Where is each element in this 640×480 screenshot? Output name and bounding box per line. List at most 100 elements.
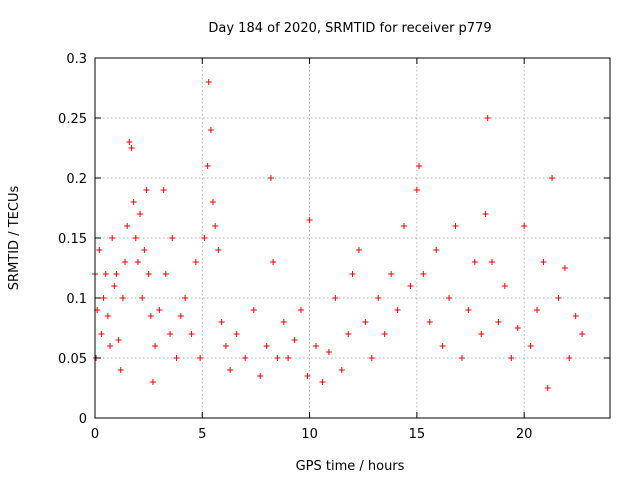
data-point [156,307,163,313]
data-point [227,367,234,373]
data-point [527,343,534,349]
x-tick-label: 0 [91,427,99,442]
data-point [285,355,292,361]
data-point [482,211,489,217]
data-point [113,271,120,277]
data-point [107,343,114,349]
data-point [508,355,515,361]
y-tick-label: 0.3 [66,52,87,67]
data-point [147,313,154,319]
x-tick-label: 20 [516,427,533,442]
data-point [169,235,176,241]
data-point [149,379,156,385]
data-point [119,295,126,301]
x-tick-label: 5 [198,427,206,442]
data-point [274,355,281,361]
data-point [291,337,298,343]
gridlines [95,58,610,418]
data-point [173,355,180,361]
data-point [572,313,579,319]
data-point [319,379,326,385]
data-point [534,307,541,313]
data-point [177,313,184,319]
data-point [401,223,407,229]
data-point [540,259,547,265]
chart-title: Day 184 of 2020, SRMTID for receiver p77… [208,21,491,36]
data-point [478,331,485,337]
y-tick-label: 0.05 [58,352,87,367]
data-point [182,295,189,301]
data-point [561,265,568,271]
data-point [162,271,169,277]
data-point [345,331,352,337]
data-point [215,247,222,253]
data-point [242,355,249,361]
data-point [263,343,270,349]
data-point [458,355,465,361]
data-point [160,187,167,193]
data-point [368,355,375,361]
data-point [381,331,388,337]
data-point [192,259,199,265]
data-point [205,79,212,85]
data-point [407,283,414,289]
data-point [544,385,551,391]
data-point [298,307,304,313]
data-point [439,343,446,349]
data-point [416,163,423,169]
data-point [218,319,225,325]
data-point [579,331,586,337]
data-point [212,223,219,229]
data-point [167,331,174,337]
data-point [433,247,440,253]
data-point [204,163,211,169]
data-point [426,319,433,325]
data-point [355,247,362,253]
data-point [338,367,345,373]
data-point [488,259,495,265]
data-point [501,283,508,289]
data-point [115,337,122,343]
data-point [375,295,382,301]
data-point [141,247,148,253]
data-point [413,187,420,193]
data-point [521,223,528,229]
data-point [207,127,214,133]
data-point [98,331,105,337]
data-point [117,367,124,373]
y-tick-label: 0.1 [66,292,87,307]
data-point [446,295,453,301]
data-point [555,295,562,301]
data-point [388,271,395,277]
y-tick-label: 0 [79,412,87,427]
data-point [134,259,141,265]
y-tick-label: 0.2 [66,172,87,187]
data-point [325,349,332,355]
data-point [549,175,556,181]
data-point [332,295,339,301]
data-point [130,199,137,205]
data-point [96,247,103,253]
data-point [143,187,150,193]
data-point [420,271,427,277]
x-axis-label: GPS time / hours [296,459,405,474]
data-point [514,325,521,331]
data-point [257,373,264,379]
data-point [128,145,135,151]
x-tick-label: 10 [301,427,318,442]
data-point [222,343,229,349]
data-point [188,331,195,337]
data-point [280,319,287,325]
x-tick-label: 15 [409,427,426,442]
y-axis-label: SRMTID / TECUs [7,186,22,291]
data-point [270,259,277,265]
data-point [566,355,573,361]
data-point [495,319,502,325]
data-point [124,223,131,229]
y-tick-label: 0.25 [58,112,87,127]
data-point [102,271,109,277]
data-point [197,355,204,361]
data-point [233,331,240,337]
data-point [109,235,116,241]
